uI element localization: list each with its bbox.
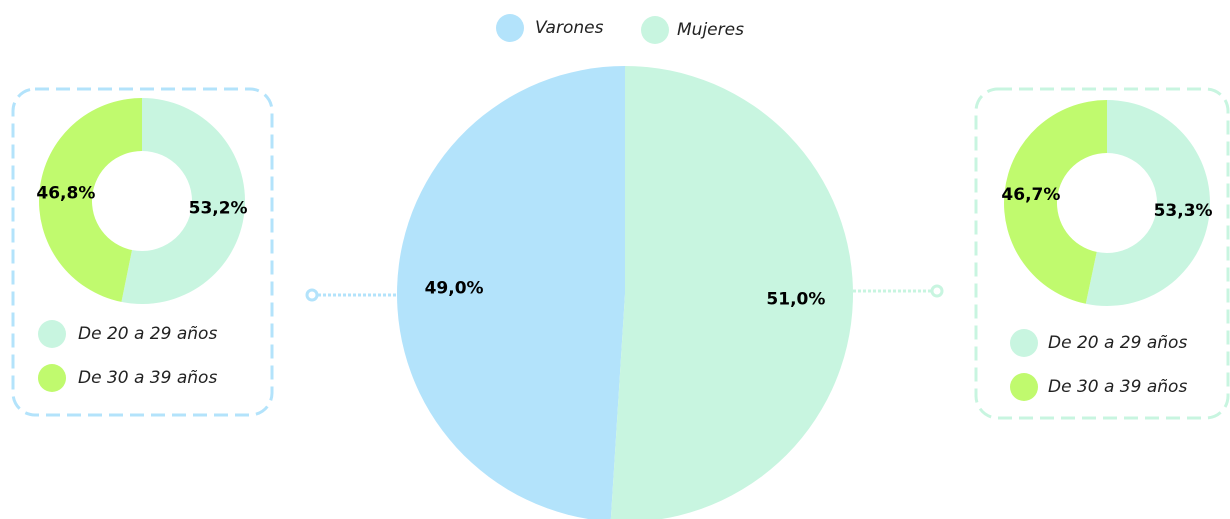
data-label: 53,2% <box>189 199 248 219</box>
legend-swatch <box>641 16 669 44</box>
legend-swatch <box>38 364 66 392</box>
data-label: 46,8% <box>36 183 95 203</box>
legend-swatch <box>1010 373 1038 401</box>
legend-swatch <box>38 320 66 348</box>
pie-slice <box>610 66 853 519</box>
left-box <box>11 87 274 417</box>
right-box <box>974 87 1230 420</box>
donut-slice <box>121 98 246 304</box>
donut-slice <box>39 98 142 302</box>
legend-label: De 20 a 29 años <box>78 324 217 344</box>
legend-label: De 30 a 39 años <box>1048 377 1187 397</box>
legend-label: De 30 a 39 años <box>78 368 217 388</box>
connector-dot <box>305 288 319 302</box>
legend-swatch <box>496 14 524 42</box>
donut-slice <box>1004 100 1107 304</box>
connector-dot <box>930 284 944 298</box>
data-label: 49,0% <box>425 279 484 299</box>
legend-label: De 20 a 29 años <box>1048 333 1187 353</box>
data-label: 51,0% <box>766 289 825 309</box>
pie-slice <box>397 66 625 519</box>
data-label: 53,3% <box>1154 201 1213 221</box>
donut-slice <box>1085 99 1210 306</box>
legend-label: Mujeres <box>677 20 744 40</box>
legend-swatch <box>1010 329 1038 357</box>
legend-label: Varones <box>535 18 604 38</box>
data-label: 46,7% <box>1001 185 1060 205</box>
